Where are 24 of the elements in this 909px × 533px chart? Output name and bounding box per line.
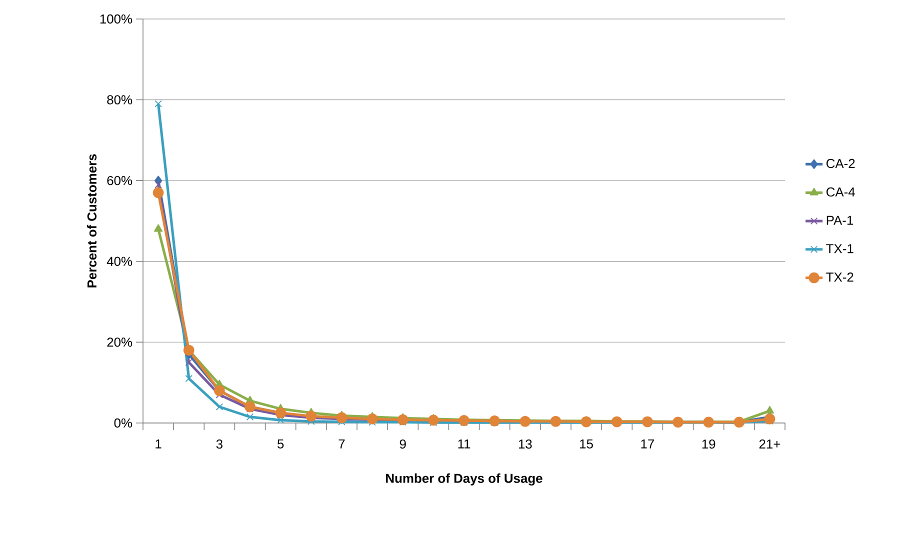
legend-label: CA-2: [826, 158, 855, 168]
y-tick-label: 80%: [107, 95, 132, 104]
x-tick-label: 17: [641, 439, 654, 448]
y-tick-label: 60%: [107, 176, 132, 186]
x-tick-label: 19: [702, 439, 716, 449]
y-axis-title: Percent of Customers: [87, 154, 97, 288]
x-tick-label: 3: [216, 439, 222, 449]
legend-label: TX-2: [826, 272, 854, 282]
x-tick-label: 21+: [759, 439, 780, 448]
x-tick-label: 9: [400, 439, 406, 449]
y-tick-label: 40%: [106, 256, 132, 266]
legend-label: PA-1: [826, 216, 854, 225]
x-tick-label: 11: [458, 439, 470, 448]
y-tick-label: 20%: [107, 338, 132, 347]
y-tick-label: 0%: [114, 418, 132, 428]
x-tick-label: 15: [580, 439, 593, 448]
x-axis-title: Number of Days of Usage: [386, 473, 542, 486]
x-tick-label: 7: [338, 439, 345, 448]
legend-label: TX-1: [826, 244, 854, 254]
legend-label: CA-4: [826, 187, 855, 197]
y-tick-label: 100%: [100, 14, 132, 24]
x-tick-label: 5: [277, 439, 284, 448]
x-tick-label: 13: [518, 439, 532, 449]
x-tick-label: 1: [156, 439, 162, 448]
